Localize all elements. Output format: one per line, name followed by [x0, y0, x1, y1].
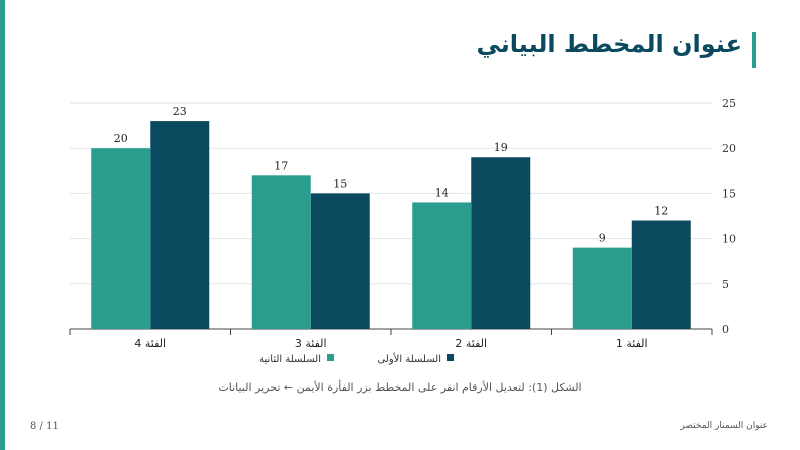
bar	[471, 157, 531, 329]
y-tick-label: 25	[722, 97, 736, 110]
category-label: الفئة 1	[616, 337, 648, 350]
data-label: 15	[333, 177, 347, 190]
footer-seminar-title: عنوان السمنار المختصر	[680, 421, 768, 431]
data-label: 9	[599, 232, 606, 245]
bar	[150, 121, 210, 329]
bar	[251, 175, 311, 329]
legend-swatch	[447, 354, 454, 361]
data-label: 20	[114, 132, 128, 145]
category-label: الفئة 3	[295, 337, 327, 350]
slide-title: عنوان المخطط البياني	[476, 30, 743, 58]
y-tick-label: 5	[722, 278, 729, 291]
data-label: 17	[274, 159, 288, 172]
y-tick-label: 10	[722, 233, 736, 246]
category-label: الفئة 4	[134, 337, 166, 350]
y-tick-label: 15	[722, 187, 736, 200]
bar	[310, 193, 370, 329]
category-label: الفئة 2	[455, 337, 487, 350]
y-tick-label: 0	[722, 323, 729, 336]
data-label: 23	[173, 105, 187, 118]
legend-swatch	[327, 354, 334, 361]
bar	[91, 148, 151, 329]
title-accent-bar	[752, 32, 756, 68]
page-number: 8 / 11	[30, 421, 59, 432]
bar	[631, 220, 691, 329]
data-label: 12	[654, 205, 668, 218]
figure-caption: الشكل (1): لتعديل الأرقام انقر على المخط…	[218, 381, 582, 394]
data-label: 19	[494, 141, 508, 154]
data-label: 14	[435, 186, 449, 199]
bar	[412, 202, 472, 329]
y-tick-label: 20	[722, 142, 736, 155]
legend-label: السلسلة الثانية	[259, 354, 321, 365]
bar	[572, 247, 632, 329]
left-accent-bar	[0, 0, 5, 450]
legend-label: السلسلة الأولى	[377, 352, 441, 365]
